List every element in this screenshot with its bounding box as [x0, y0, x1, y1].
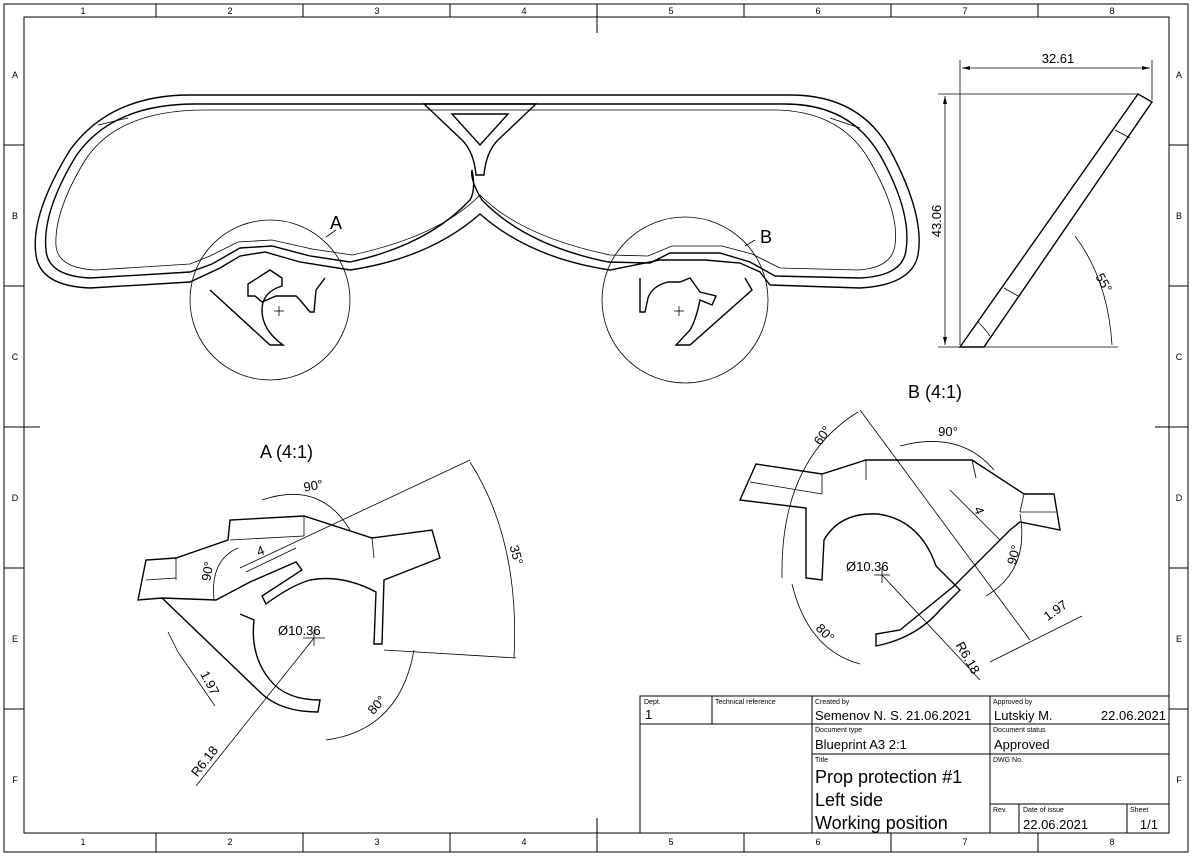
column-labels-bottom: 1 2 3 4 5 6 7 8: [80, 837, 1114, 847]
col-label: 8: [1109, 6, 1114, 16]
row-labels-left: A B C D E F: [12, 70, 19, 785]
col-label: 6: [815, 837, 820, 847]
row-label: B: [1176, 211, 1182, 221]
col-label: 4: [521, 6, 526, 16]
dim-a-angle-80: 80°: [365, 693, 389, 718]
row-label: A: [12, 70, 18, 80]
col-label: 4: [521, 837, 526, 847]
outer-frame: [3, 3, 1189, 853]
col-label: 6: [815, 6, 820, 16]
zone-ticks: [4, 4, 1188, 852]
detail-a-view: A (4:1) 90° 90° 4 35° Ø10.36 1.97 80° R6…: [137, 442, 527, 787]
column-labels-top: 1 2 3 4 5 6 7 8: [80, 6, 1114, 16]
approved-by-name: Lutskiy M.: [994, 708, 1053, 723]
row-label: C: [1176, 352, 1183, 362]
row-label: E: [12, 634, 18, 644]
row-label: C: [12, 352, 19, 362]
dim-b-thickness: 1.97: [1041, 597, 1070, 624]
dwg-label: DWG No.: [993, 757, 1023, 764]
dept-value: 1: [645, 707, 652, 722]
title-line-2: Left side: [815, 790, 883, 810]
approved-by-date: 22.06.2021: [1101, 708, 1166, 723]
dim-b-angle-90b: 90°: [1004, 543, 1024, 566]
row-label: D: [1176, 493, 1183, 503]
created-by-label: Created by: [815, 699, 850, 706]
side-view: 32.61 43.06 55°: [929, 51, 1154, 348]
detail-a-circle: [189, 219, 351, 381]
dim-b-radius: R6.18: [953, 639, 983, 677]
dim-b-angle-80: 80°: [813, 621, 838, 646]
col-label: 3: [374, 837, 379, 847]
main-view: A B: [34, 94, 920, 384]
sheet-value: 1/1: [1140, 817, 1158, 832]
dim-b-angle-90: 90°: [938, 424, 958, 439]
detail-a-marker: A: [330, 213, 342, 233]
col-label: 1: [80, 837, 85, 847]
title-line-1: Prop protection #1: [815, 767, 962, 787]
doc-type-label: Document type: [815, 727, 862, 734]
row-label: F: [12, 775, 18, 785]
dim-a-angle-90b: 90°: [198, 560, 216, 582]
dim-side-angle: 55°: [1092, 270, 1115, 295]
col-label: 5: [668, 837, 673, 847]
title-line-3: Working position: [815, 813, 948, 833]
rev-label: Rev.: [993, 807, 1007, 814]
title-label: Title: [815, 757, 828, 764]
approved-by-label: Approved by: [993, 699, 1033, 706]
title-block: Dept. 1 Technical reference Created by S…: [639, 695, 1170, 834]
row-labels-right: A B C D E F: [1176, 70, 1183, 785]
dim-a-angle-90: 90°: [302, 476, 324, 494]
row-label: E: [1176, 634, 1182, 644]
sheet-label: Sheet: [1130, 807, 1148, 814]
col-label: 8: [1109, 837, 1114, 847]
row-label: B: [12, 211, 18, 221]
dept-label: Dept.: [644, 699, 661, 706]
dim-b-width: 4: [971, 504, 988, 516]
col-label: 5: [668, 6, 673, 16]
dim-b-angle-60: 60°: [811, 423, 835, 448]
col-label: 2: [227, 6, 232, 16]
row-label: D: [12, 493, 19, 503]
created-by-value: Semenov N. S. 21.06.2021: [815, 708, 971, 723]
issue-value: 22.06.2021: [1023, 817, 1088, 832]
col-label: 3: [374, 6, 379, 16]
dim-a-diameter: Ø10.36: [278, 623, 321, 638]
dim-side-height: 43.06: [929, 205, 944, 238]
detail-b-marker: B: [760, 227, 772, 247]
issue-label: Date of issue: [1023, 807, 1064, 814]
dim-a-thickness: 1.97: [197, 668, 222, 697]
dim-a-angle-35: 35°: [507, 543, 527, 566]
dim-side-width: 32.61: [1042, 51, 1075, 66]
dim-a-width: 4: [254, 542, 266, 559]
doc-status-value: Approved: [994, 737, 1050, 752]
dim-b-diameter: Ø10.36: [846, 559, 889, 574]
col-label: 1: [80, 6, 85, 16]
tech-ref-label: Technical reference: [715, 699, 776, 706]
detail-b-circle: [601, 216, 769, 384]
detail-b-view: B (4:1) 60° 90° 4 Ø10.36 90° 1.97 80° R6…: [738, 382, 1083, 681]
detail-b-title: B (4:1): [908, 382, 962, 402]
col-label: 2: [227, 837, 232, 847]
row-label: F: [1176, 775, 1182, 785]
detail-a-title: A (4:1): [260, 442, 313, 462]
doc-status-label: Document status: [993, 727, 1046, 734]
col-label: 7: [962, 6, 967, 16]
col-label: 7: [962, 837, 967, 847]
doc-type-value: Blueprint A3 2:1: [815, 737, 907, 752]
row-label: A: [1176, 70, 1182, 80]
